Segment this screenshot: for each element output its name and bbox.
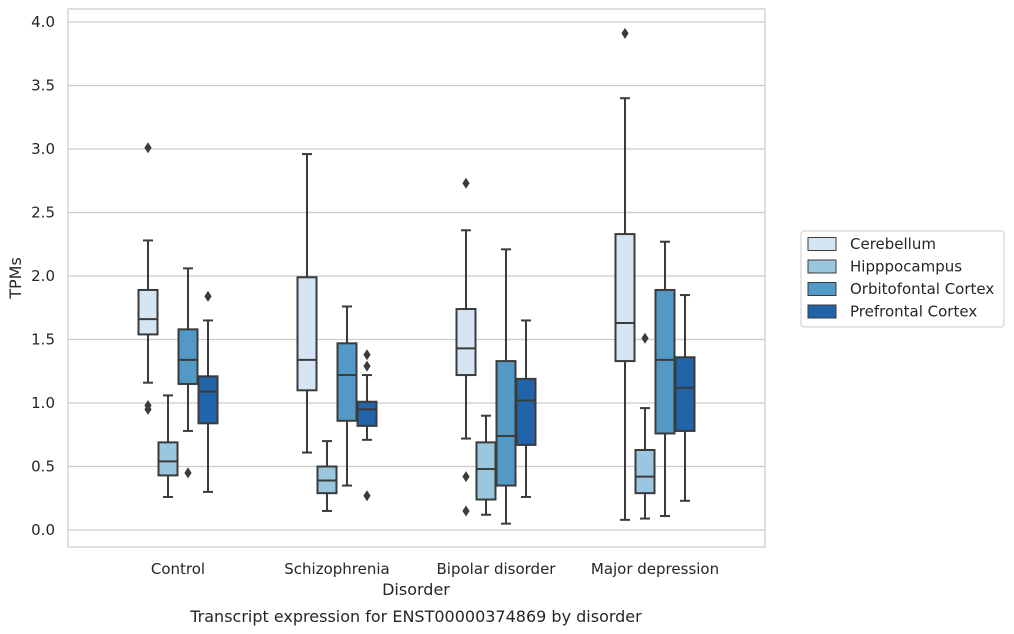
outlier-point: [462, 471, 470, 483]
y-tick-label: 3.0: [31, 140, 55, 158]
outlier-point: [363, 349, 371, 361]
y-tick-label: 0.5: [31, 458, 55, 476]
boxes: [137, 27, 696, 525]
y-tick-labels: 0.0 0.5 1.0 1.5 2.0 2.5 3.0 3.5 4.0: [31, 13, 55, 539]
legend-label: Cerebellum: [850, 235, 936, 253]
box-body: [515, 377, 537, 446]
box-body: [336, 342, 358, 422]
y-tick-label: 1.5: [31, 331, 55, 349]
outlier-point: [204, 290, 212, 302]
box-cerebellum: [296, 153, 318, 454]
box-prefrontal-cortex: [356, 349, 378, 502]
plot-frame: [67, 8, 766, 548]
y-tick-label: 3.5: [31, 77, 55, 95]
box-cerebellum: [137, 142, 159, 415]
box-orbitofontal-cortex: [654, 240, 676, 518]
legend-swatch: [807, 282, 837, 296]
box-hipppocampus: [157, 394, 179, 498]
box-body: [674, 356, 696, 432]
box-hipppocampus: [316, 440, 338, 512]
box-body: [495, 360, 517, 487]
box-cerebellum: [614, 27, 636, 521]
outlier-point: [363, 490, 371, 502]
box-body: [197, 375, 219, 425]
y-tick-label: 2.0: [31, 267, 55, 285]
y-tick-label: 0.0: [31, 521, 55, 539]
outlier-point: [363, 360, 371, 372]
y-tick-label: 4.0: [31, 13, 55, 31]
box-body: [634, 448, 656, 495]
x-axis-label: Disorder: [382, 580, 450, 599]
box-body: [157, 441, 179, 477]
x-tick-label: Schizophrenia: [284, 560, 389, 578]
box-prefrontal-cortex: [674, 294, 696, 502]
outlier-point: [641, 332, 649, 344]
outlier-point: [462, 177, 470, 189]
outlier-point: [621, 27, 629, 39]
legend-swatch: [807, 304, 837, 319]
box-orbitofontal-cortex: [336, 305, 358, 487]
legend-swatch: [807, 259, 837, 274]
y-tick-label: 2.5: [31, 204, 55, 222]
outlier-point: [144, 142, 152, 154]
chart-caption: Transcript expression for ENST0000037486…: [189, 607, 642, 626]
legend: Cerebellum Hipppocampus Orbitofontal Corte…: [800, 230, 1005, 328]
box-cerebellum: [455, 177, 477, 517]
box-prefrontal-cortex: [515, 319, 537, 498]
y-tick-label: 1.0: [31, 394, 55, 412]
legend-swatch: [807, 237, 837, 251]
box-body: [654, 288, 676, 435]
box-orbitofontal-cortex: [177, 267, 199, 479]
outlier-point: [184, 467, 192, 479]
box-body: [475, 441, 497, 501]
legend-frame: [800, 230, 1005, 328]
box-body: [137, 288, 159, 336]
y-axis-label: TPMs: [6, 257, 25, 300]
box-body: [614, 233, 636, 363]
legend-label: Orbitofontal Cortex: [850, 280, 994, 298]
x-tick-label: Control: [151, 560, 205, 578]
box-body: [455, 308, 477, 377]
legend-label: Prefrontal Cortex: [850, 303, 977, 321]
x-tick-labels: Control Schizophrenia Bipolar disorder Majo…: [151, 560, 719, 578]
x-tick-label: Bipolar disorder: [437, 560, 557, 578]
box-body: [356, 400, 378, 427]
x-tick-label: Major depression: [591, 560, 719, 578]
legend-label: Hipppocampus: [850, 258, 962, 276]
outlier-point: [144, 403, 152, 415]
box-orbitofontal-cortex: [495, 248, 517, 525]
box-hipppocampus: [634, 332, 656, 520]
box-prefrontal-cortex: [197, 290, 219, 493]
box-body: [296, 276, 318, 392]
box-body: [177, 328, 199, 385]
outlier-point: [462, 505, 470, 517]
box-hipppocampus: [475, 414, 497, 516]
